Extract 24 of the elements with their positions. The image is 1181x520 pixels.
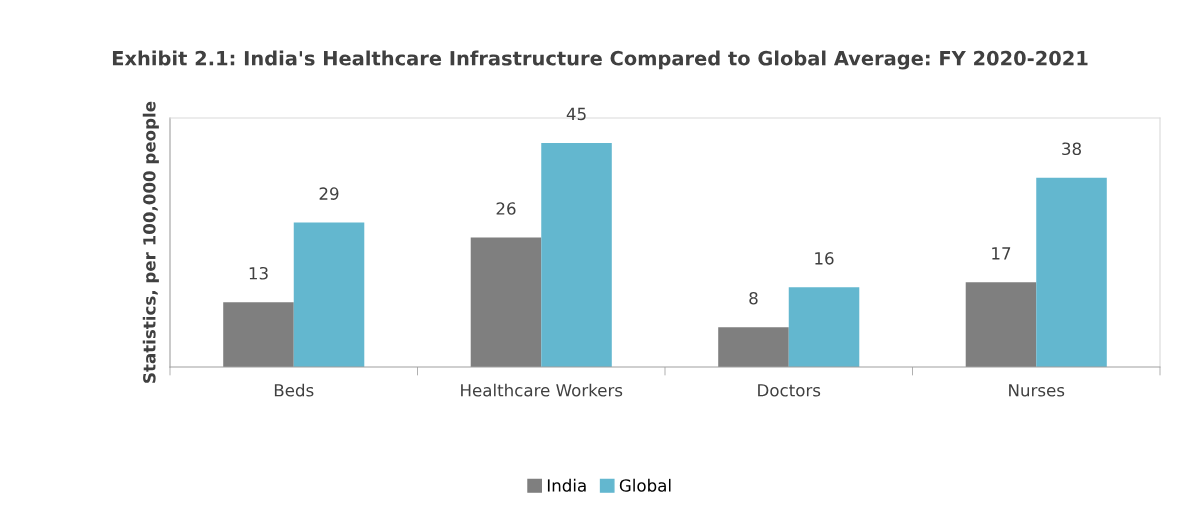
data-label: 16 <box>815 252 834 265</box>
bar <box>1036 177 1107 367</box>
chart-title: Exhibit 2.1: India's Healthcare Infrastructure Compared to Global Average: FY 2020-2021 <box>112 50 1088 70</box>
x-tick-label: Beds <box>274 383 314 397</box>
x-tick-label: Healthcare Workers <box>461 383 623 397</box>
bar <box>541 142 612 367</box>
x-tick-label: Nurses <box>1009 384 1065 397</box>
data-label: 29 <box>319 187 339 200</box>
legend-label: India <box>547 478 586 492</box>
data-label: 38 <box>1062 142 1081 156</box>
bar <box>223 302 294 367</box>
data-label: 17 <box>992 247 1011 260</box>
bar <box>965 282 1037 367</box>
legend-label: Global <box>619 478 671 492</box>
bar <box>293 222 365 367</box>
data-label: 8 <box>749 291 758 305</box>
data-label: 13 <box>249 266 268 280</box>
data-label: 26 <box>496 202 516 215</box>
x-tick-label: Doctors <box>758 384 821 397</box>
bar <box>470 237 542 367</box>
data-label: 45 <box>566 107 586 121</box>
bar <box>718 327 789 367</box>
y-axis-title: Statistics, per 100,000 people <box>142 101 159 383</box>
bar <box>788 287 860 367</box>
